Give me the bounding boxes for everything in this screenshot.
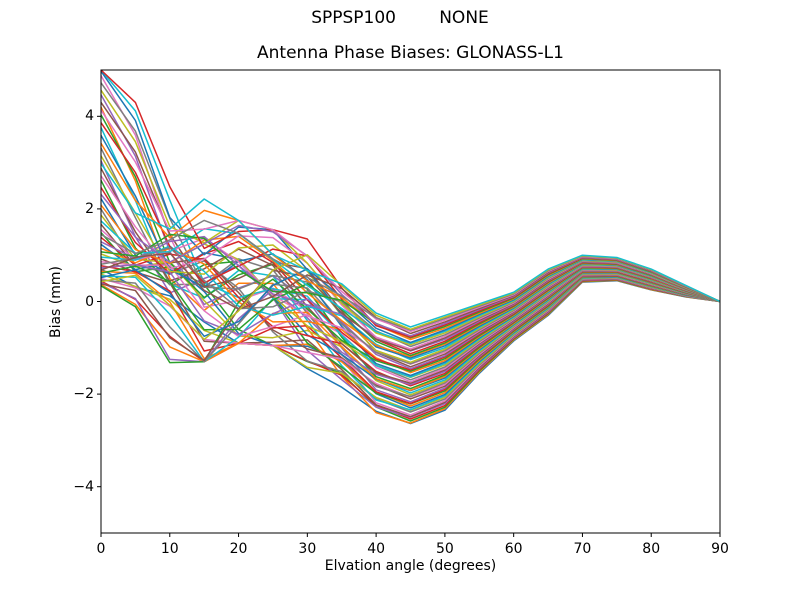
- x-tick-label: 0: [96, 541, 106, 557]
- y-tick-label: −2: [73, 386, 94, 403]
- x-axis-label: Elvation angle (degrees): [324, 558, 497, 574]
- y-tick-label: 4: [85, 108, 94, 125]
- y-tick-label: 2: [85, 200, 94, 217]
- axes-title: Antenna Phase Biases: GLONASS-L1: [257, 43, 564, 63]
- x-tick-label: 60: [504, 541, 523, 557]
- y-tick-label: 0: [85, 293, 94, 310]
- bias-curve: [100, 142, 721, 341]
- x-tick-label: 70: [573, 541, 592, 557]
- x-tick-label: 10: [160, 541, 179, 557]
- x-tick-label: 20: [229, 541, 248, 557]
- x-tick-label: 90: [711, 541, 729, 557]
- x-tick-label: 50: [435, 541, 454, 557]
- y-axis-label: Bias (mm): [48, 265, 64, 339]
- x-tick-label: 30: [298, 541, 317, 557]
- x-tick-label: 40: [367, 541, 386, 557]
- y-tick-label: −4: [73, 478, 94, 495]
- x-tick-label: 80: [642, 541, 661, 557]
- figure-title: SPPSP100 NONE: [311, 8, 489, 28]
- bias-curve: [100, 163, 721, 328]
